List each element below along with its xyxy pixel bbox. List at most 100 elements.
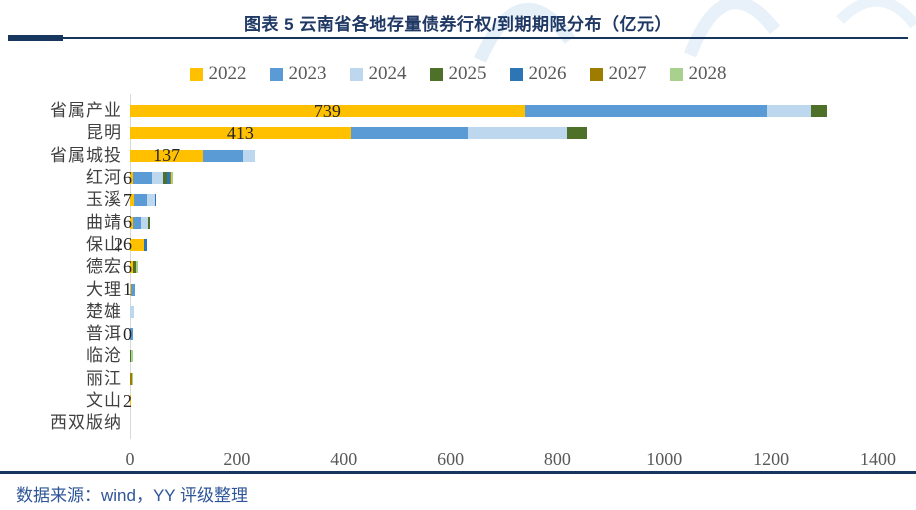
legend-item: 2026 [509,63,567,85]
bar-segment-2026 [143,238,148,251]
category-label: 临沧 [86,346,122,366]
category-label: 曲靖 [86,212,122,232]
bar-segment-2023 [130,328,133,341]
x-axis-tick: 200 [223,448,251,469]
category-label: 红河 [86,168,122,188]
bar-segment-2025 [130,350,132,363]
bar-segment-2023 [350,127,469,140]
legend-swatch [349,67,363,81]
category-label: 文山 [86,391,122,411]
bar-segment-2024 [767,105,812,118]
bar-segment-2022 [130,172,134,185]
bar-value-label: 739 [313,100,341,121]
bar-segment-2024 [147,194,156,207]
bar-value-label: 137 [153,145,181,166]
x-axis-tick: 1000 [646,448,683,469]
category-label: 省属城投 [50,145,122,165]
category-label: 普洱 [86,324,122,344]
bar-segment-2023 [133,216,141,229]
bar-segment-2022 [130,194,134,207]
legend-swatch [429,67,443,81]
legend-swatch [589,67,603,81]
bar-segment-2026 [167,172,170,185]
bar-segment-2028 [171,172,173,185]
legend-item: 2024 [349,63,407,85]
legend-label: 2028 [688,63,727,84]
bar-segment-2023 [133,172,152,185]
bar-value-label: 26 [114,234,132,255]
bar-segment-2022 [130,216,134,229]
bar-segment-2023 [133,194,148,207]
bar-value-label: 6 [123,212,132,233]
legend-item: 2023 [269,63,327,85]
legend-label: 2026 [528,63,567,84]
x-axis-tick: 400 [330,448,358,469]
category-label: 大理 [86,279,122,299]
bar-value-label: 6 [123,167,132,188]
bar-segment-2024 [243,149,256,162]
category-label: 昆明 [86,123,122,143]
legend-item: 2022 [189,63,247,85]
bar-segment-2022 [130,127,351,140]
bar-segment-2022 [130,283,131,296]
bar-value-label: 1 [123,279,132,300]
category-label: 保山 [86,234,122,254]
legend-swatch [269,67,283,81]
bar-segment-2022 [130,395,132,408]
legend-label: 2023 [288,63,327,84]
legend-item: 2027 [589,63,647,85]
bar-segment-2028 [135,261,138,274]
legend-swatch [509,67,523,81]
x-axis-tick: 800 [543,448,571,469]
bar-segment-2024 [468,127,568,140]
bar-segment-2023 [203,149,244,162]
category-label: 德宏 [86,257,122,277]
legend-item: 2028 [669,63,727,85]
bar-segment-2027 [130,372,132,385]
chart-title: 图表 5 云南省各地存量债券行权/到期期限分布（亿元） [243,15,673,34]
bar-segment-2024 [130,305,135,318]
bar-segment-2025 [133,261,136,274]
bar-segment-2024 [140,216,148,229]
bar-segment-2028 [131,350,134,363]
bar-segment-2025 [567,127,588,140]
category-label: 楚雄 [86,301,122,321]
title-rule [8,35,908,41]
category-label: 省属产业 [50,101,122,121]
bar-segment-2026 [155,194,157,207]
bar-value-label: 6 [123,256,132,277]
bar-segment-2023 [524,105,768,118]
bar-segment-2022 [130,149,204,162]
bar-segment-2023 [130,283,136,296]
legend-label: 2024 [368,63,407,84]
category-label: 西双版纳 [50,413,122,433]
legend-item: 2025 [429,63,487,85]
bar-value-label: 0 [123,323,132,344]
bar-segment-2022 [130,238,144,251]
bar-value-label: 7 [123,189,132,210]
bar-segment-2027 [169,172,172,185]
source-note: 数据来源：wind，YY 评级整理 [16,486,249,505]
plot-area: 省属产业 739 昆明 413 省属城投 137 红河 6 玉溪 7 曲靖 6 保山 26 德宏 6 大理 1 楚雄… [0,92,916,472]
x-axis-tick: 1400 [860,448,896,469]
bar-value-label: 2 [123,390,132,411]
bar-segment-2025 [811,105,827,118]
bar-segment-2025 [147,216,150,229]
legend: 2022 2023 2024 2025 2026 2027 2028 [0,63,916,85]
category-label: 丽江 [86,368,122,388]
legend-label: 2027 [608,63,647,84]
legend-label: 2022 [208,63,247,84]
category-label: 玉溪 [86,190,122,210]
bar-segment-2025 [163,172,168,185]
bar-value-label: 413 [226,122,254,143]
bar-segment-2028 [131,372,134,385]
bar-segment-2024 [151,172,164,185]
x-axis-tick: 1200 [753,448,790,469]
x-axis-tick: 600 [437,448,465,469]
x-axis-tick: 0 [125,448,135,469]
bar-segment-2022 [130,105,525,118]
footer-rule [0,471,916,474]
legend-label: 2025 [448,63,487,84]
legend-swatch [669,67,683,81]
